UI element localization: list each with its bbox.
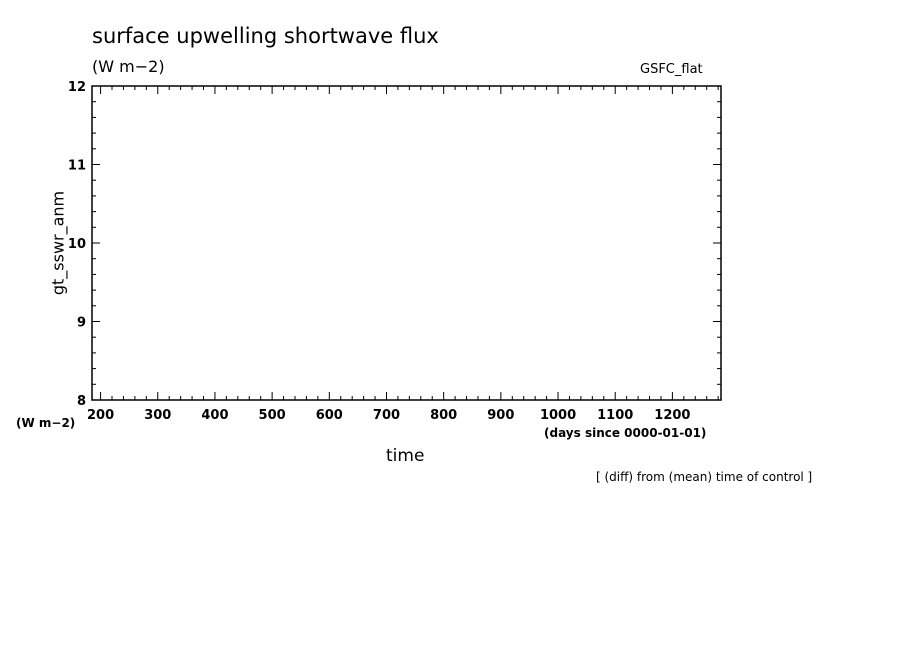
y-tick-label: 8 [77,394,86,409]
x-tick-label: 500 [259,408,286,423]
x-axis-unit: (days since 0000-01-01) [544,426,707,440]
plot-frame [91,85,722,401]
chart-title: surface upwelling shortwave flux [92,24,439,48]
x-tick-label: 1200 [654,408,690,423]
x-tick-label: 700 [373,408,400,423]
x-tick-label: 400 [201,408,228,423]
x-tick-label: 1100 [597,408,633,423]
y-axis-unit: (W m−2) [16,416,76,430]
chart-subtitle: (W m−2) [92,57,165,76]
x-tick-label: 200 [87,408,114,423]
major-ticks [92,85,721,401]
dataset-label: GSFC_flat [640,62,703,77]
y-tick-label: 10 [68,237,86,252]
x-tick-label: 300 [144,408,171,423]
minor-ticks [92,86,721,400]
x-tick-label: 900 [487,408,514,423]
y-tick-label: 12 [68,80,86,95]
comparison-note: [ (diff) from (mean) time of control ] [596,470,813,484]
x-tick-label: 1000 [540,408,576,423]
y-tick-label: 11 [68,159,86,174]
x-tick-label: 600 [316,408,343,423]
x-axis-label: time [386,446,425,466]
y-axis-label: gt_sswr_anm [48,190,68,296]
x-tick-label: 800 [430,408,457,423]
tick-labels: 200 300 400 500 600 700 800 900 1000 1100 1200 8 9 10… [68,80,691,423]
y-tick-label: 9 [77,316,86,331]
